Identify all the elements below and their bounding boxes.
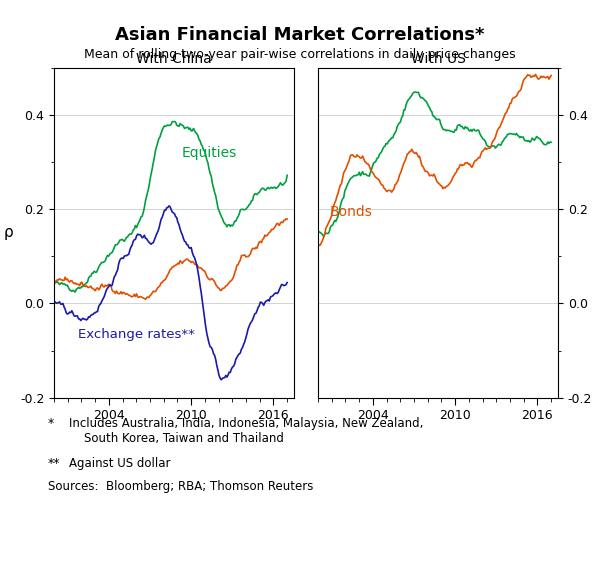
Text: Exchange rates**: Exchange rates** [78, 328, 195, 341]
Y-axis label: ρ: ρ [4, 225, 14, 240]
Text: Bonds: Bonds [330, 206, 373, 219]
Title: With US: With US [410, 52, 466, 66]
Text: Mean of rolling two-year pair-wise correlations in daily price changes: Mean of rolling two-year pair-wise corre… [84, 48, 516, 61]
Text: Includes Australia, India, Indonesia, Malaysia, New Zealand,
    South Korea, Ta: Includes Australia, India, Indonesia, Ma… [69, 417, 424, 445]
Text: **: ** [48, 457, 61, 470]
Text: Against US dollar: Against US dollar [69, 457, 170, 470]
Text: Sources:  Bloomberg; RBA; Thomson Reuters: Sources: Bloomberg; RBA; Thomson Reuters [48, 480, 313, 493]
Title: With China: With China [136, 52, 212, 66]
Text: *: * [48, 417, 54, 431]
Text: Equities: Equities [181, 146, 236, 160]
Text: Asian Financial Market Correlations*: Asian Financial Market Correlations* [115, 26, 485, 44]
